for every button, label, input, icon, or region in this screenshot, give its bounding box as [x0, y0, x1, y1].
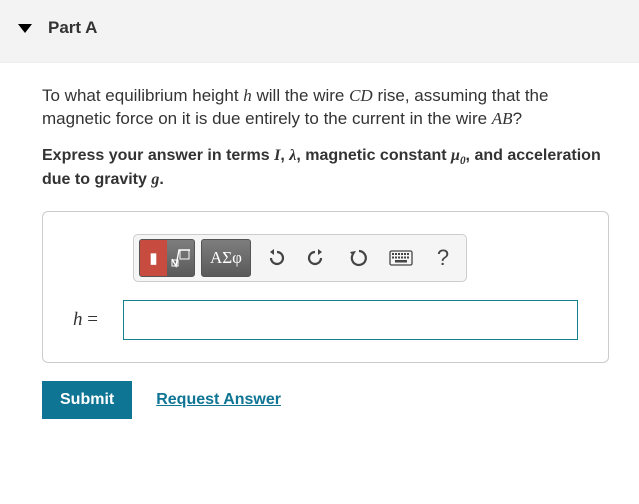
templates-button[interactable]: ▮ — [139, 239, 195, 277]
answer-box: ▮ ΑΣφ — [42, 211, 609, 363]
question-fragment: will the wire — [252, 86, 349, 105]
actions-row: Submit Request Answer — [42, 381, 609, 419]
reset-button[interactable] — [340, 239, 378, 277]
part-header[interactable]: Part A — [0, 0, 639, 63]
variable-mu: μ0 — [451, 147, 466, 164]
redo-button[interactable] — [298, 239, 336, 277]
part-container: Part A To what equilibrium height h will… — [0, 0, 639, 437]
mu-char: μ — [451, 147, 460, 164]
part-content: To what equilibrium height h will the wi… — [0, 63, 639, 437]
toolbar-row: ▮ ΑΣφ — [73, 234, 578, 282]
label-eq: = — [83, 309, 98, 330]
request-answer-link[interactable]: Request Answer — [156, 391, 281, 409]
submit-button[interactable]: Submit — [42, 381, 132, 419]
instructions-text: Express your answer in terms I, λ, magne… — [42, 145, 609, 191]
undo-button[interactable] — [256, 239, 294, 277]
equation-toolbar: ▮ ΑΣφ — [133, 234, 467, 282]
sqrt-template-icon — [167, 240, 194, 276]
question-text: To what equilibrium height h will the wi… — [42, 85, 609, 131]
instr-fragment: , — [280, 147, 289, 164]
variable-ab: AB — [492, 109, 513, 128]
variable-h: h — [243, 86, 252, 105]
greek-symbols-button[interactable]: ΑΣφ — [201, 239, 251, 277]
question-fragment: ? — [513, 109, 522, 128]
label-h: h — [73, 309, 83, 330]
variable-cd: CD — [349, 86, 373, 105]
instr-fragment: Express your answer in terms — [42, 147, 274, 164]
help-button[interactable]: ? — [424, 239, 462, 277]
instr-fragment: . — [159, 171, 163, 188]
answer-input-row: h = — [73, 300, 578, 340]
rect-template-icon: ▮ — [140, 240, 167, 276]
instr-fragment: , magnetic constant — [296, 147, 451, 164]
collapse-icon[interactable] — [18, 24, 32, 33]
part-title: Part A — [48, 18, 97, 38]
answer-variable-label: h = — [73, 309, 113, 331]
keyboard-button[interactable] — [382, 239, 420, 277]
answer-input[interactable] — [123, 300, 578, 340]
question-fragment: To what equilibrium height — [42, 86, 243, 105]
